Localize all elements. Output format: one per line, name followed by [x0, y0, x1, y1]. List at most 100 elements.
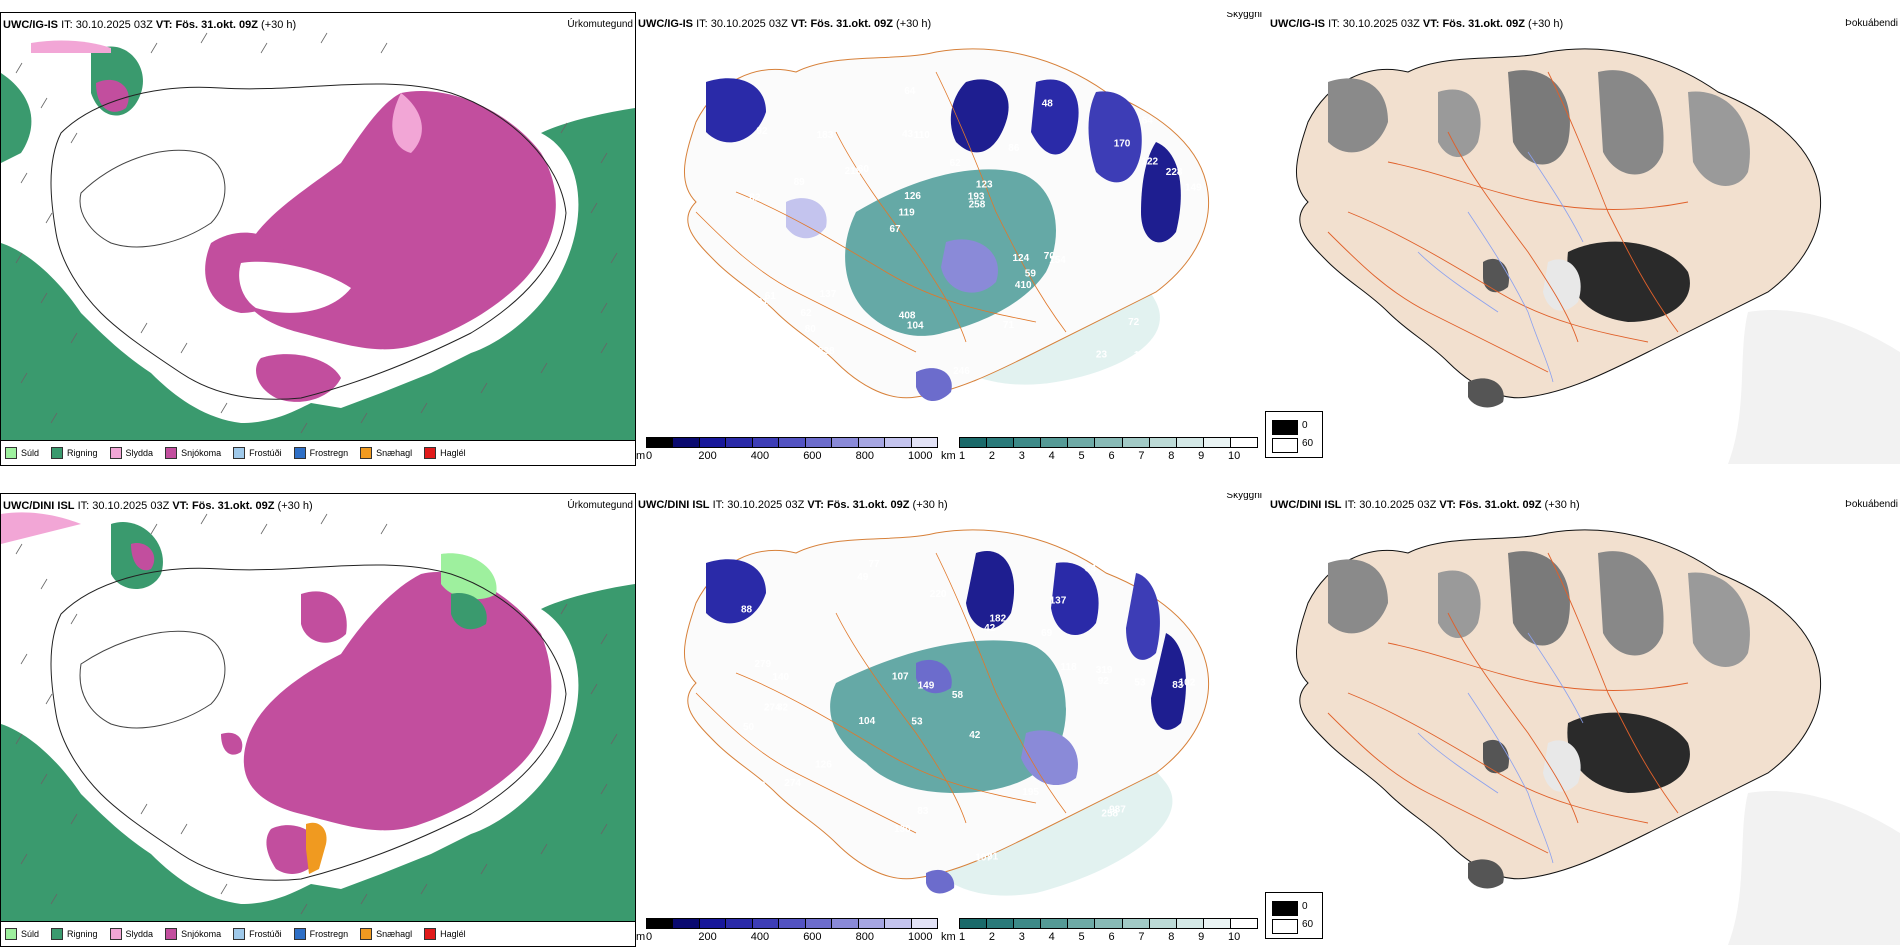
- visibility-value-label: 126: [815, 760, 832, 771]
- lead-time: (+30 h): [1544, 499, 1580, 511]
- colorbar-cell: [911, 438, 937, 447]
- visibility-value-label: 80: [858, 164, 870, 175]
- swatch: [424, 928, 437, 940]
- valid-time-label: VT:: [155, 19, 173, 31]
- colorbar-tick-label: 7: [1138, 450, 1145, 462]
- issue-time-label: IT:: [712, 499, 725, 511]
- visibility-value-label: 49: [857, 572, 869, 583]
- visibility-labels: 127 82 64 67 86 75 43 62 61 80 77 80 110 123 154 92 64 14…: [730, 86, 1202, 377]
- legend-label: Haglél: [440, 448, 466, 458]
- valid-time: Fös. 31.okt. 09Z: [810, 18, 893, 30]
- colorbar-tick-label: 1000: [908, 450, 933, 462]
- visibility-value-label: 238: [749, 781, 766, 792]
- visibility-value-label: 61: [765, 291, 777, 302]
- fog-max-swatch: [1272, 919, 1298, 934]
- lead-time: (+30 h): [277, 500, 313, 512]
- legend-label: Frostregn: [309, 929, 349, 939]
- visibility-value-label: 123: [976, 180, 993, 191]
- colorbar-tick-label: 0: [646, 931, 653, 943]
- colorbar-tick-label: 6: [1108, 450, 1115, 462]
- legend-label: Snæhagl: [376, 929, 413, 939]
- colorbar-cell: [911, 919, 937, 928]
- swatch: [293, 447, 306, 459]
- colorbar-tick-label: 2: [988, 931, 995, 943]
- colorbar-cell: [960, 919, 988, 928]
- legend-label: Slydda: [125, 448, 154, 458]
- issue-time-label: IT:: [77, 500, 90, 512]
- colorbar-cells: [959, 918, 1258, 929]
- legend-item: Haglél: [424, 447, 466, 459]
- visibility-value-label: 769: [1156, 564, 1173, 575]
- visibility-value-label: 274: [784, 778, 801, 789]
- colorbar-cells: [646, 918, 938, 929]
- colorbar-tick-label: 600: [803, 450, 822, 462]
- visibility-value-label: 215: [845, 166, 862, 177]
- visibility-value-label: 80: [805, 324, 817, 335]
- visibility-value-label: 26: [1181, 772, 1193, 783]
- visibility-value-label: 53: [911, 716, 923, 727]
- colorbar-cell: [1068, 438, 1096, 447]
- colorbar-tick-label: 800: [855, 931, 874, 943]
- legend-item: Slydda: [109, 447, 154, 459]
- colorbar-cell: [885, 438, 912, 447]
- colorbar-cell: [1230, 438, 1258, 447]
- colorbar-tick-label: 4: [1048, 931, 1055, 943]
- valid-time-label: VT:: [1422, 18, 1440, 30]
- colorbar-tick-label: 400: [750, 931, 770, 943]
- map-header: UWC/DINI ISL IT: 30.10.2025 03Z VT: Fös.…: [1270, 499, 1580, 511]
- legend-item: Snjókoma: [165, 928, 221, 940]
- colorbar-tick-label: 8: [1168, 931, 1175, 943]
- legend-item: Rigning: [51, 447, 98, 459]
- colorbar-tick-label: 8: [1168, 450, 1175, 462]
- visibility-value-label: 182: [990, 614, 1007, 625]
- swatch: [233, 447, 246, 459]
- fog-min-label: 0: [1302, 901, 1308, 912]
- colorbar-cell: [858, 438, 886, 447]
- colorbar-cell: [647, 919, 674, 928]
- visibility-value-label: 92: [1098, 676, 1110, 687]
- valid-time: Fös. 31.okt. 09Z: [1458, 499, 1542, 511]
- visibility-value-label: 83: [1172, 680, 1184, 691]
- visibility-value-label: 127: [1134, 350, 1151, 361]
- valid-time: Fös. 31.okt. 09Z: [1442, 18, 1525, 30]
- colorbar-cell: [699, 438, 727, 447]
- legend-item: Frostregn: [293, 928, 349, 940]
- visibility-value-label: 71: [1003, 320, 1015, 331]
- fog-index-map: [1268, 12, 1900, 464]
- visibility-value-label: 154: [1049, 255, 1066, 266]
- colorbar-cell: [699, 919, 727, 928]
- visibility-value-label: 62: [801, 308, 813, 319]
- visibility-value-label: 107: [892, 671, 909, 682]
- valid-time-label: VT:: [1439, 499, 1456, 511]
- colorbar-cell: [1122, 438, 1150, 447]
- legend-item: Súld: [5, 928, 39, 940]
- colorbar-cell: [779, 919, 806, 928]
- map-header: UWC/IG-IS IT: 30.10.2025 03Z VT: Fös. 31…: [3, 19, 296, 31]
- visibility-value-label: 130: [894, 824, 911, 835]
- fog-min-label: 0: [1302, 420, 1308, 431]
- visibility-value-label: 104: [859, 716, 876, 727]
- colorbar-tick-label: 9: [1198, 450, 1205, 462]
- swatch: [51, 447, 64, 459]
- visibility-value-label: 69: [1041, 628, 1053, 639]
- issue-time: 30.10.2025 03Z: [710, 18, 788, 30]
- swatch: [109, 447, 122, 459]
- lead-time: (+30 h): [912, 499, 948, 511]
- legend-item: Slydda: [109, 928, 154, 940]
- colorbar-cell: [858, 919, 886, 928]
- swatch: [293, 928, 306, 940]
- colorbar-tick-label: 2: [988, 450, 995, 462]
- model-name: UWC/IG-IS: [3, 19, 58, 31]
- model-name: UWC/DINI ISL: [3, 500, 75, 512]
- visibility-value-label: 62: [950, 158, 962, 169]
- visibility-panel-row2: 77 137 83 53 42 82 88 69 50 42 58 60 49 104 107 91 83 34 1…: [636, 493, 1268, 945]
- visibility-value-label: 110: [914, 130, 931, 141]
- legend-label: Slydda: [125, 929, 154, 939]
- colorbar-cell: [1014, 919, 1042, 928]
- precip-type-panel-row1: UWC/IG-IS IT: 30.10.2025 03Z VT: Fös. 31…: [0, 12, 636, 466]
- visibility-value-label: 228: [1166, 167, 1183, 178]
- legend-item: Frostúði: [233, 928, 282, 940]
- colorbar-cell: [1149, 438, 1177, 447]
- colorbar-tick-label: 5: [1078, 931, 1085, 943]
- visibility-value-label: 77: [869, 559, 881, 570]
